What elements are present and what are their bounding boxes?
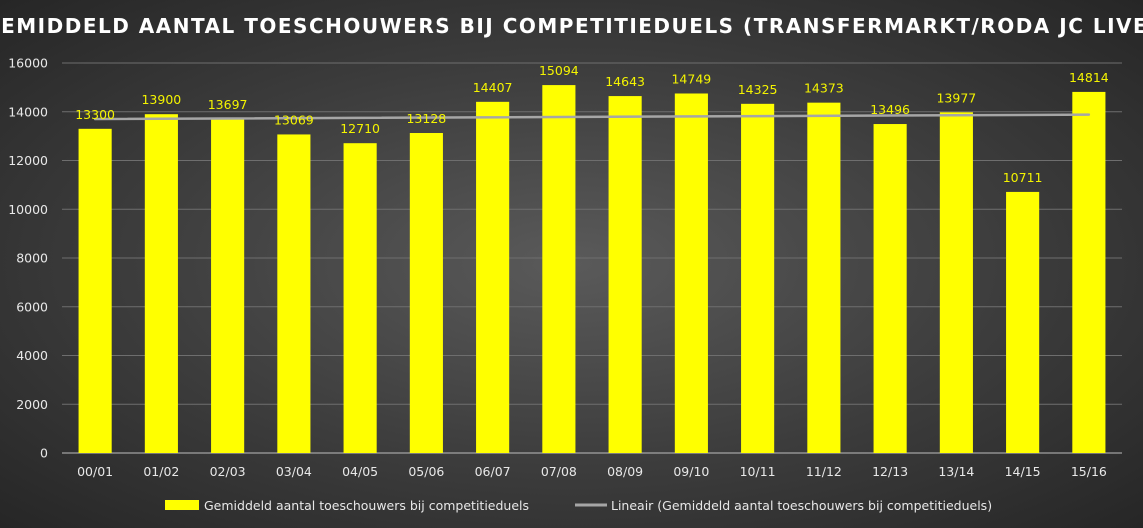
y-tick-label: 4000 <box>16 348 48 363</box>
data-label: 14749 <box>671 71 711 86</box>
data-label: 14643 <box>605 74 645 89</box>
y-axis: 0 2000 4000 6000 8000 10000 12000 14000 16000 <box>8 56 48 461</box>
bar <box>211 119 245 454</box>
x-tick-label: 14/15 <box>1005 464 1041 479</box>
data-label: 13069 <box>274 112 314 127</box>
y-tick-label: 8000 <box>16 251 48 266</box>
bar <box>144 114 178 453</box>
data-label: 14814 <box>1069 70 1109 85</box>
chart-title: GEMIDDELD AANTAL TOESCHOUWERS BIJ COMPET… <box>0 14 1143 38</box>
x-tick-label: 07/08 <box>541 464 577 479</box>
bar <box>542 85 576 454</box>
y-tick-label: 10000 <box>8 202 48 217</box>
bar <box>409 133 443 453</box>
y-tick-label: 14000 <box>8 104 48 119</box>
bar <box>78 128 112 453</box>
x-tick-label: 04/05 <box>342 464 378 479</box>
data-label: 14407 <box>473 80 513 95</box>
x-tick-label: 06/07 <box>475 464 511 479</box>
data-label: 10711 <box>1003 170 1043 185</box>
legend: Gemiddeld aantal toeschouwers bij compet… <box>165 498 992 513</box>
bar <box>608 96 642 453</box>
bar <box>476 101 510 453</box>
bar <box>1072 91 1106 453</box>
data-label: 14325 <box>738 82 778 97</box>
x-tick-label: 02/03 <box>210 464 246 479</box>
x-tick-label: 01/02 <box>143 464 179 479</box>
bar <box>807 102 841 453</box>
x-tick-label: 00/01 <box>77 464 113 479</box>
data-label: 15094 <box>539 63 579 78</box>
legend-label-bars: Gemiddeld aantal toeschouwers bij compet… <box>204 498 529 513</box>
y-tick-label: 0 <box>40 446 48 461</box>
y-tick-label: 12000 <box>8 153 48 168</box>
x-tick-label: 08/09 <box>607 464 643 479</box>
bar <box>939 112 973 454</box>
x-tick-label: 12/13 <box>872 464 908 479</box>
x-tick-label: 03/04 <box>276 464 312 479</box>
y-tick-label: 6000 <box>16 299 48 314</box>
data-label: 13300 <box>75 107 115 122</box>
trendline-path <box>93 113 1091 121</box>
bar <box>873 124 907 453</box>
bar <box>277 134 311 454</box>
data-label: 13977 <box>936 90 976 105</box>
y-tick-label: 2000 <box>16 397 48 412</box>
x-tick-label: 11/12 <box>806 464 842 479</box>
bar <box>343 143 377 453</box>
bar <box>741 103 775 453</box>
data-label: 14373 <box>804 81 844 96</box>
data-labels: 13300 13900 13697 13069 12710 13128 14407 15094… <box>75 63 1109 185</box>
bar <box>674 93 708 453</box>
data-label: 13128 <box>406 111 446 126</box>
y-tick-label: 16000 <box>8 56 48 71</box>
x-tick-label: 05/06 <box>408 464 444 479</box>
trendline <box>93 113 1091 121</box>
x-axis: 00/01 01/02 02/03 03/04 04/05 05/06 06/07 07/08… <box>77 464 1107 479</box>
x-tick-label: 10/11 <box>740 464 776 479</box>
data-label: 13900 <box>141 92 181 107</box>
x-tick-label: 13/14 <box>938 464 974 479</box>
legend-label-trendline: Lineair (Gemiddeld aantal toeschouwers b… <box>611 498 992 513</box>
bars <box>78 85 1106 454</box>
data-label: 13496 <box>870 102 910 117</box>
bar <box>1006 191 1040 453</box>
data-label: 13697 <box>208 97 248 112</box>
data-label: 12710 <box>340 121 380 136</box>
x-tick-label: 15/16 <box>1071 464 1107 479</box>
x-tick-label: 09/10 <box>673 464 709 479</box>
legend-swatch-bars <box>165 500 199 510</box>
